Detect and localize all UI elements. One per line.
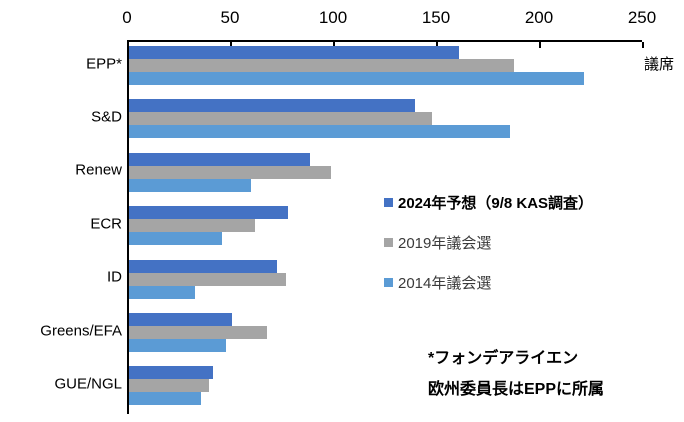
bar-renew-series-1 <box>129 165 331 179</box>
bar-group-gue-ngl <box>129 366 213 406</box>
axis-tick-50 <box>230 42 232 48</box>
footnote-line-1: *フォンデアライエン <box>428 350 579 367</box>
bar-id-series-2 <box>129 285 195 299</box>
bar-ecr-series-1 <box>129 219 255 233</box>
axis-tick-150 <box>436 42 438 48</box>
legend-item-2019: 2019年議会選 <box>384 233 593 252</box>
category-label-ecr: ECR <box>90 215 122 233</box>
category-label-gue-ngl: GUE/NGL <box>54 375 122 393</box>
chart-footnote: *フォンデアライエン 欧州委員長はEPPに所属 <box>428 343 604 405</box>
axis-tick-label-250: 250 <box>627 8 657 27</box>
axis-tick-label-50: 50 <box>220 8 240 27</box>
bar-greens-efa-series-2 <box>129 339 226 352</box>
bar-group-ecr <box>129 206 288 246</box>
bar-epp-series-0 <box>129 46 459 59</box>
bar-group-epp <box>129 46 584 85</box>
bar-gue-ngl-series-1 <box>129 379 209 393</box>
bar-s-d-series-1 <box>129 112 432 126</box>
bar-greens-efa-series-1 <box>129 326 267 339</box>
legend-label-2014: 2014年議会選 <box>398 274 492 292</box>
axis-unit-label: 議席 <box>644 56 675 73</box>
bar-group-s-d <box>129 99 510 139</box>
bar-id-series-0 <box>129 259 277 273</box>
bar-gue-ngl-series-2 <box>129 392 201 406</box>
bar-group-renew <box>129 152 331 192</box>
legend-item-2014: 2014年議会選 <box>384 273 593 292</box>
bar-group-id <box>129 259 286 299</box>
axis-tick-200 <box>539 42 541 48</box>
bar-epp-series-2 <box>129 72 584 85</box>
footnote-line-2: 欧州委員長はEPPに所属 <box>428 381 605 398</box>
legend-swatch-2014 <box>384 277 393 287</box>
category-label-greens-efa: Greens/EFA <box>40 322 122 339</box>
bar-greens-efa-series-0 <box>129 313 232 326</box>
axis-tick-label-0: 0 <box>122 8 132 27</box>
axis-tick-label-100: 100 <box>318 8 348 27</box>
bar-s-d-series-2 <box>129 125 510 139</box>
bar-ecr-series-2 <box>129 232 222 246</box>
axis-tick-100 <box>333 42 335 48</box>
legend-swatch-2024 <box>384 197 393 207</box>
bar-group-greens-efa <box>129 313 267 352</box>
axis-tick-250 <box>642 42 644 48</box>
bar-epp-series-1 <box>129 59 514 72</box>
legend: 2024年予想（9/8 KAS調査） 2019年議会選 2014年議会選 <box>384 193 593 313</box>
axis-tick-label-200: 200 <box>524 8 554 27</box>
bar-id-series-1 <box>129 272 286 286</box>
axis-tick-label-150: 150 <box>421 8 451 27</box>
legend-swatch-2019 <box>384 237 393 247</box>
category-label-s-d: S&D <box>91 108 122 126</box>
category-label-renew: Renew <box>75 161 122 179</box>
plot-area <box>127 40 644 414</box>
bar-ecr-series-0 <box>129 206 288 220</box>
bar-s-d-series-0 <box>129 99 415 113</box>
bar-renew-series-0 <box>129 152 310 166</box>
category-label-epp: EPP* <box>86 55 122 72</box>
legend-label-2024: 2024年予想（9/8 KAS調査） <box>398 194 594 212</box>
bar-gue-ngl-series-0 <box>129 366 213 380</box>
bar-renew-series-2 <box>129 178 251 192</box>
legend-item-2024: 2024年予想（9/8 KAS調査） <box>384 193 594 212</box>
category-label-id: ID <box>107 268 122 286</box>
legend-label-2019: 2019年議会選 <box>398 234 492 252</box>
